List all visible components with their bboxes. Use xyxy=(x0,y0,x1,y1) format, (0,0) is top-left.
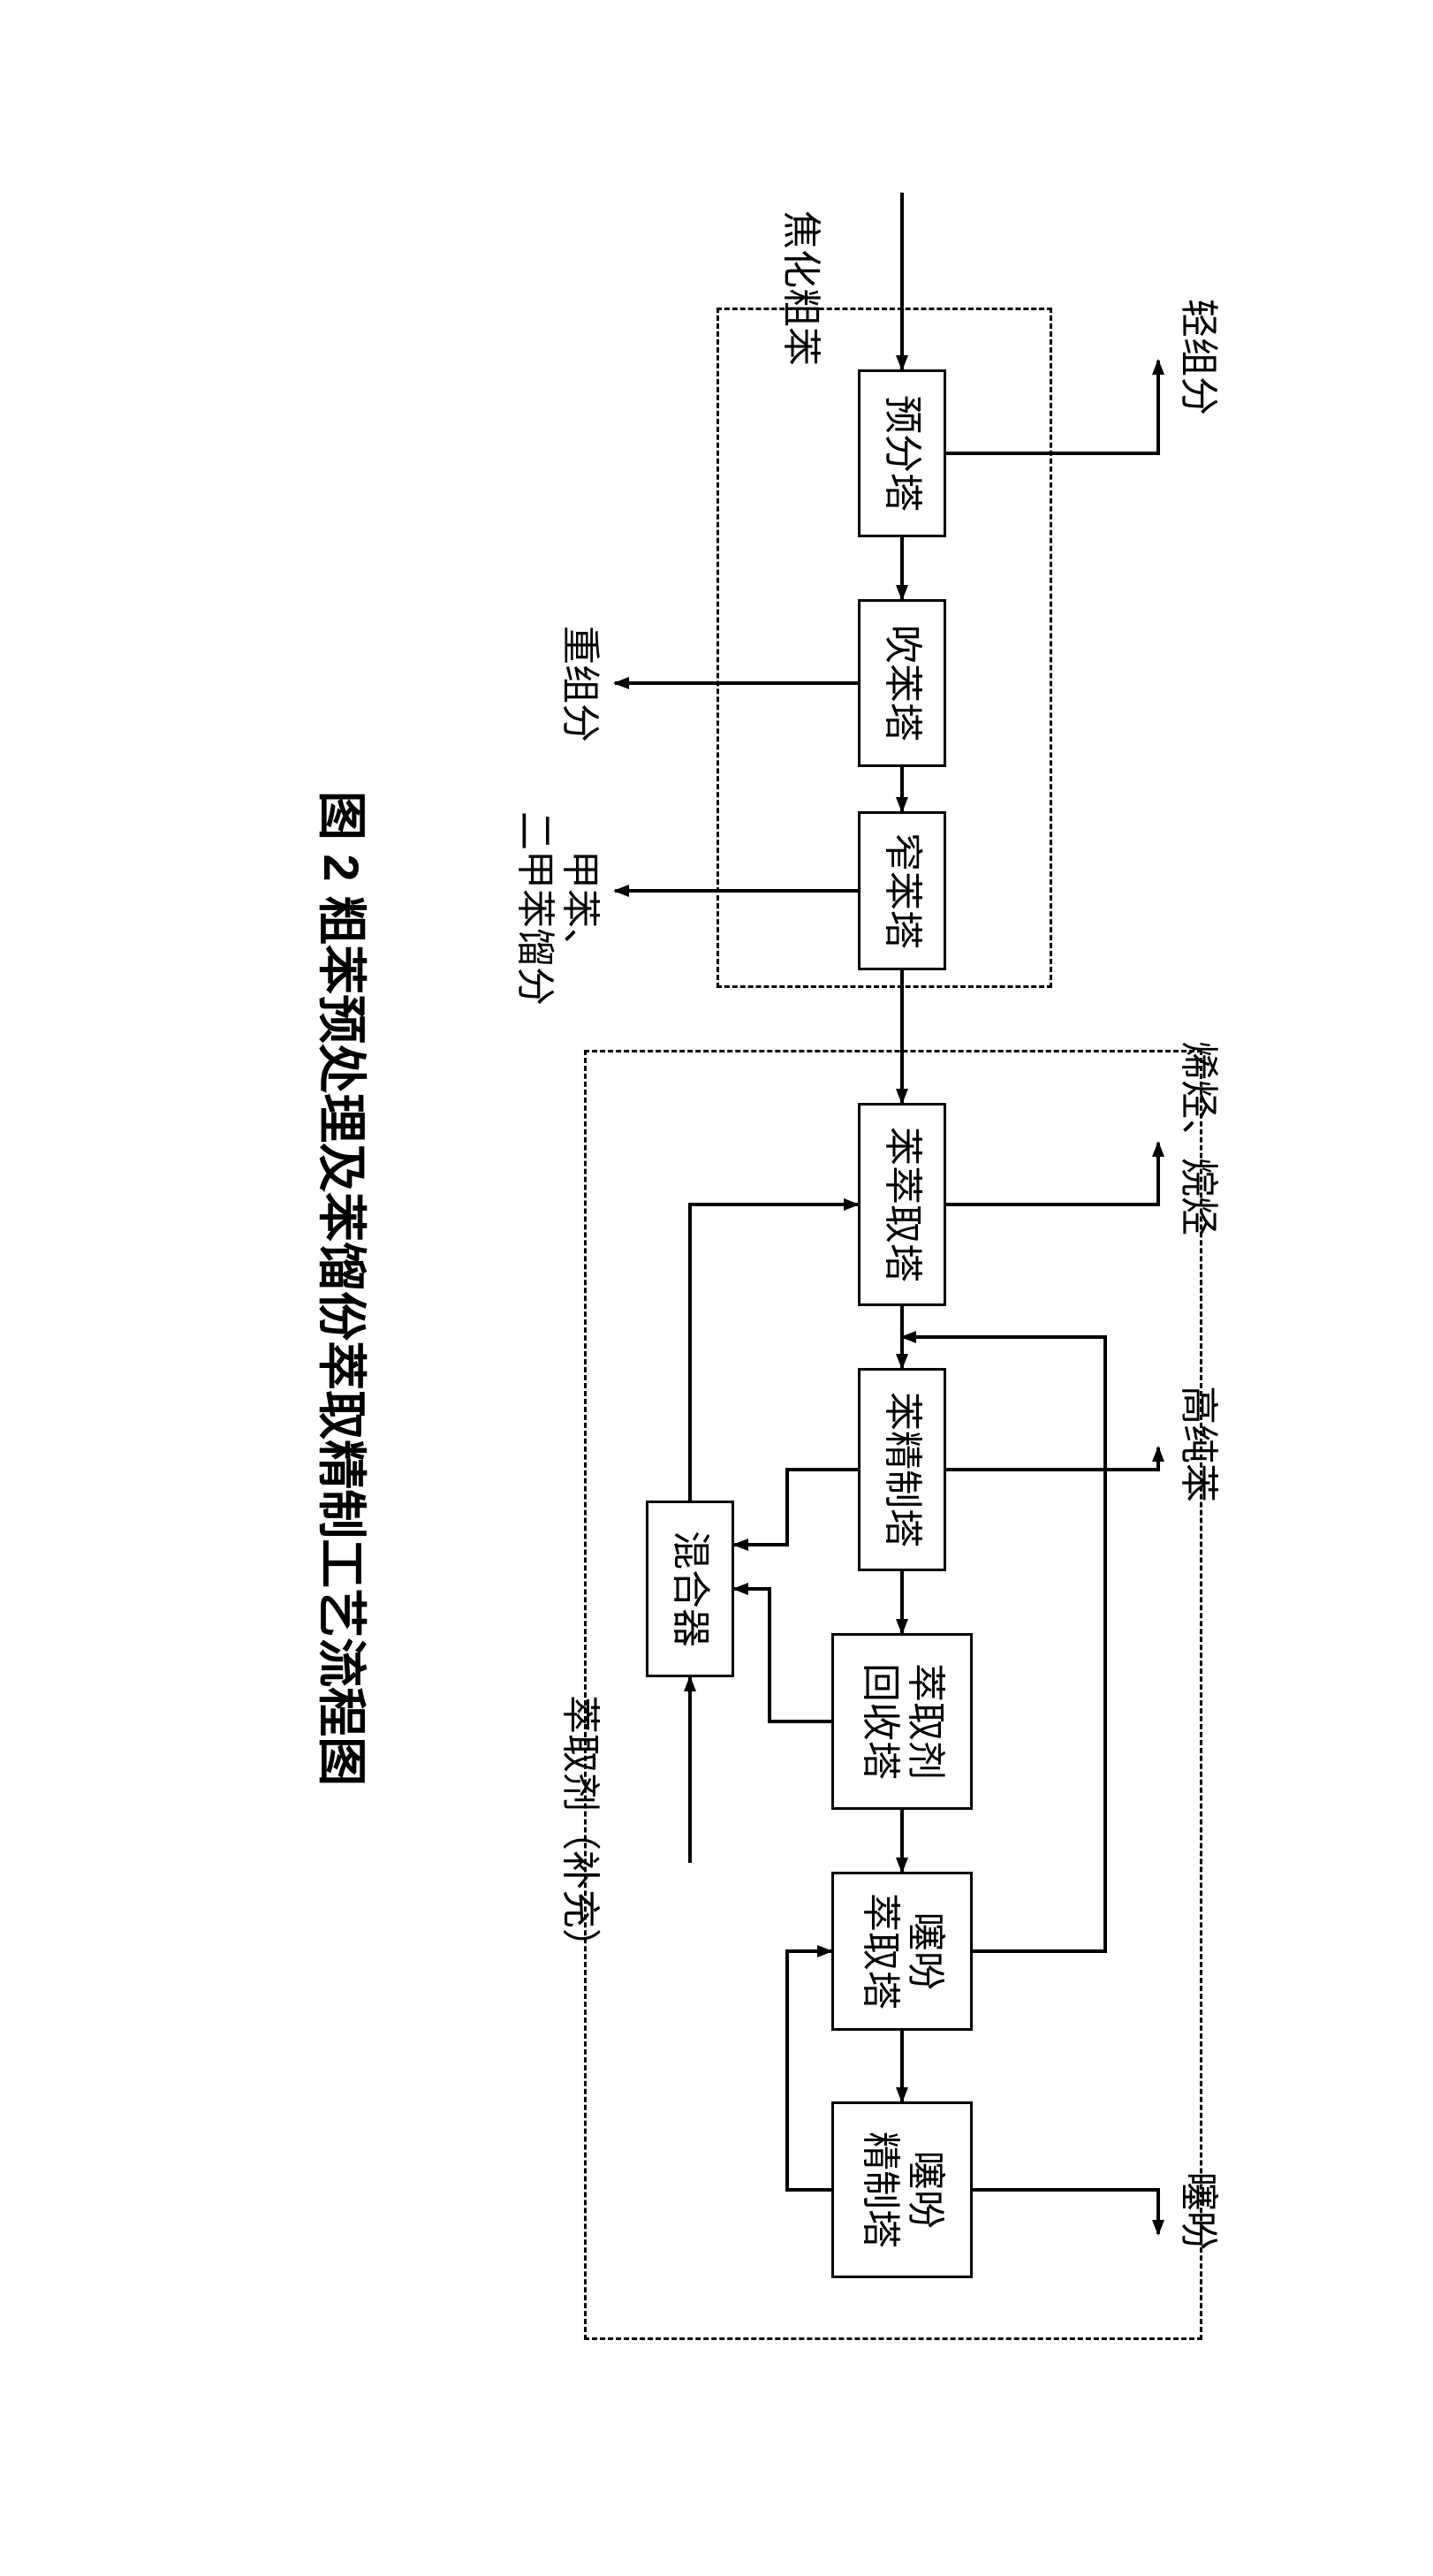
box-saifjz: 噻吩精制塔 xyxy=(831,2101,973,2278)
box-hunhe: 混合器 xyxy=(646,1501,734,1677)
lbl-saifen: 噻吩 xyxy=(1175,2172,1220,2250)
flowchart-canvas: 图 2 粗苯预处理及苯馏份萃取精制工艺流程图 预分塔吹苯塔窄苯塔苯萃取塔苯精制塔… xyxy=(98,140,1335,2437)
box-prefen: 预分塔 xyxy=(858,369,946,537)
lbl-xiting: 烯烃、烷烃 xyxy=(1175,1041,1220,1235)
lbl-qingzf: 轻组分 xyxy=(1175,299,1220,415)
lbl-gaochunb: 高纯苯 xyxy=(1175,1386,1220,1502)
figure-caption: 图 2 粗苯预处理及苯馏份萃取精制工艺流程图 xyxy=(309,140,381,2437)
lbl-zhongzf: 重组分 xyxy=(557,626,602,742)
box-chuiben: 吹苯塔 xyxy=(858,599,946,767)
lbl-jiabenerp: 甲苯、 二甲苯馏分 xyxy=(512,811,602,1006)
box-saifcq: 噻吩萃取塔 xyxy=(831,1872,973,2031)
box-cqjhs: 萃取剂回收塔 xyxy=(831,1633,973,1810)
box-benjz: 苯精制塔 xyxy=(858,1368,946,1571)
lbl-jiaohua: 焦化粗苯 xyxy=(777,210,823,366)
box-bencq: 苯萃取塔 xyxy=(858,1103,946,1306)
lbl-cuiquji: 萃取剂（补充） xyxy=(557,1695,602,1967)
box-zhaiben: 窄苯塔 xyxy=(858,811,946,970)
